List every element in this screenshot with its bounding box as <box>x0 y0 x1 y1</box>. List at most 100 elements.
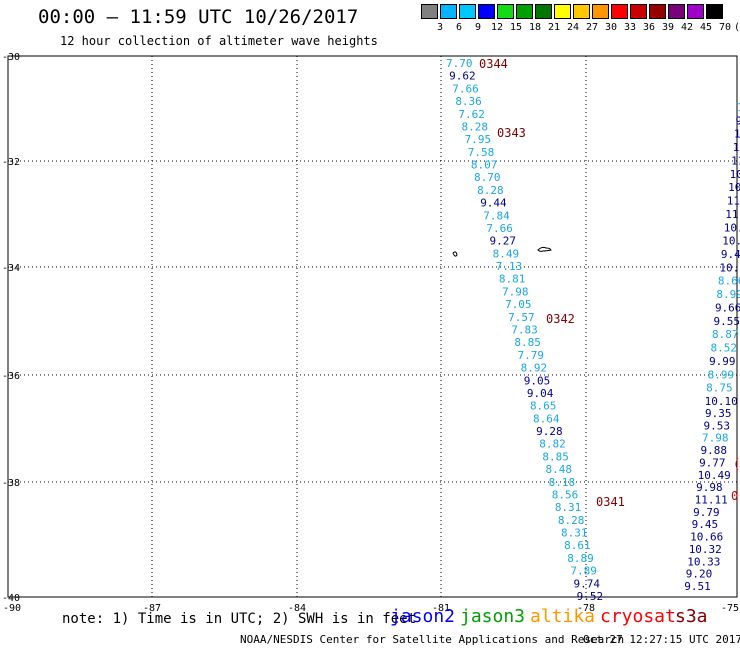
legend-swatch <box>573 4 590 19</box>
swh-value-label: 14 <box>737 101 740 114</box>
swh-value-label: 9 <box>736 114 740 127</box>
map-frame <box>7 55 738 598</box>
legend-swatch <box>611 4 628 19</box>
swh-value-label: 7.84 <box>483 209 510 222</box>
legend-label: 45 <box>699 22 713 33</box>
swh-value-label: 8.70 <box>474 171 501 184</box>
legend-label: 27 <box>585 22 599 33</box>
swh-value-label: 10.10 <box>705 395 738 408</box>
swh-value-label: 8.99 <box>708 368 735 381</box>
legend-swatch <box>497 4 514 19</box>
swh-value-label: 10.8 <box>724 221 740 234</box>
legend-label: 42 <box>680 22 694 33</box>
legend-label: 9 <box>474 22 482 33</box>
swh-value-label: 8.49 <box>493 247 520 260</box>
swh-value-label: 7.05 <box>505 298 532 311</box>
legend-swatch <box>535 4 552 19</box>
swh-value-label: 9.45 <box>692 518 719 531</box>
legend-swatch <box>668 4 685 19</box>
swh-value-label: 10 <box>733 141 740 154</box>
legend-swatch <box>687 4 704 19</box>
legend-swatch <box>421 4 438 19</box>
swh-value-label: 7.66 <box>452 82 479 95</box>
legend-swatch <box>478 4 495 19</box>
swh-value-label: 9.77 <box>699 456 726 469</box>
swh-value-label: 9.04 <box>527 387 554 400</box>
swh-value-label: 9.51 <box>684 580 711 593</box>
swh-value-label: 8.75 <box>706 382 733 395</box>
swh-value-label: 8.65 <box>530 400 557 413</box>
swh-value-label: 8.48 <box>545 463 572 476</box>
longitude-tick-label: -81 <box>432 603 450 614</box>
swh-value-label: 9.27 <box>490 235 517 248</box>
swh-value-label: 9.52 <box>577 590 604 603</box>
swh-value-label: 8.28 <box>477 184 504 197</box>
legend-label: 36 <box>642 22 656 33</box>
swh-value-label: 10.32 <box>689 543 722 556</box>
swh-value-label: 7.66 <box>486 222 513 235</box>
page-title: 00:00 – 11:59 UTC 10/26/2017 <box>38 6 359 28</box>
latitude-tick-label: -32 <box>2 157 20 168</box>
swh-value-label: 7.98 <box>702 432 729 445</box>
swh-value-label: 8.81 <box>499 273 526 286</box>
swh-value-label: 8.56 <box>552 488 579 501</box>
page-subtitle: 12 hour collection of altimeter wave hei… <box>60 34 378 48</box>
legend-label: 30 <box>604 22 618 33</box>
swh-value-label: 8.31 <box>561 527 588 540</box>
swh-value-label: 8.28 <box>558 514 585 527</box>
satellite-altika: altika <box>530 606 596 627</box>
track-time-label: 0343 <box>497 126 526 140</box>
legend-label: 33 <box>623 22 637 33</box>
legend-swatch <box>649 4 666 19</box>
longitude-tick-label: -90 <box>3 603 21 614</box>
swh-value-label: 8.82 <box>539 438 566 451</box>
swh-value-label: 8.92 <box>521 362 548 375</box>
swh-value-label: 11.11 <box>695 494 728 507</box>
legend-label: 15 <box>509 22 523 33</box>
longitude-tick-label: -84 <box>288 603 306 614</box>
swh-value-label: 10 <box>734 128 740 141</box>
swh-value-label: 9.55 <box>713 315 740 328</box>
swh-value-label: 8.85 <box>514 336 541 349</box>
latitude-tick-label: -38 <box>2 478 20 489</box>
swh-value-label: 11 <box>731 154 740 167</box>
legend-label: 3 <box>436 22 444 33</box>
swh-value-label: 7.70 <box>446 57 473 70</box>
satellite-jason2: jason2 <box>390 606 456 627</box>
island-outline <box>537 246 552 252</box>
longitude-tick-label: -78 <box>577 603 595 614</box>
swh-value-label: 7.89 <box>570 565 597 578</box>
swh-value-label: 10.4 <box>722 235 740 248</box>
swh-value-label: 7.57 <box>508 311 535 324</box>
legend-swatch <box>554 4 571 19</box>
swh-value-label: 8.28 <box>462 120 489 133</box>
satellite-jason3: jason3 <box>460 606 526 627</box>
swh-value-label: 7.79 <box>518 349 545 362</box>
island-outline <box>452 251 458 257</box>
swh-value-label: 9.74 <box>573 577 600 590</box>
legend-swatch <box>592 4 609 19</box>
legend-swatch <box>459 4 476 19</box>
legend-swatch <box>440 4 457 19</box>
swh-value-label: 9.88 <box>701 444 728 457</box>
longitude-tick-label: -75 <box>721 603 739 614</box>
swh-value-label: 9.44 <box>480 197 507 210</box>
cryosat-track-fragment: 0 <box>731 489 738 503</box>
swh-value-label: 10 <box>730 168 740 181</box>
swh-value-label: 8.36 <box>455 95 482 108</box>
legend-label: 12 <box>490 22 504 33</box>
swh-value-label: 7.83 <box>511 324 537 337</box>
latitude-tick-label: -34 <box>2 263 20 274</box>
swh-value-label: 9.99 <box>709 355 736 368</box>
swh-value-label: 11.9 <box>727 195 740 208</box>
swh-value-label: 10.23 <box>719 261 740 274</box>
swh-value-label: 8.87 <box>712 328 739 341</box>
credit-text: NOAA/NESDIS Center for Satellite Applica… <box>240 633 625 646</box>
swh-value-label: 8.18 <box>549 476 576 489</box>
swh-value-label: 7.98 <box>502 285 528 298</box>
swh-value-label: 9.53 <box>704 419 731 432</box>
swh-value-label: 8.85 <box>542 450 569 463</box>
latitude-tick-label: -36 <box>2 371 20 382</box>
track-time-label: 0342 <box>546 312 575 326</box>
